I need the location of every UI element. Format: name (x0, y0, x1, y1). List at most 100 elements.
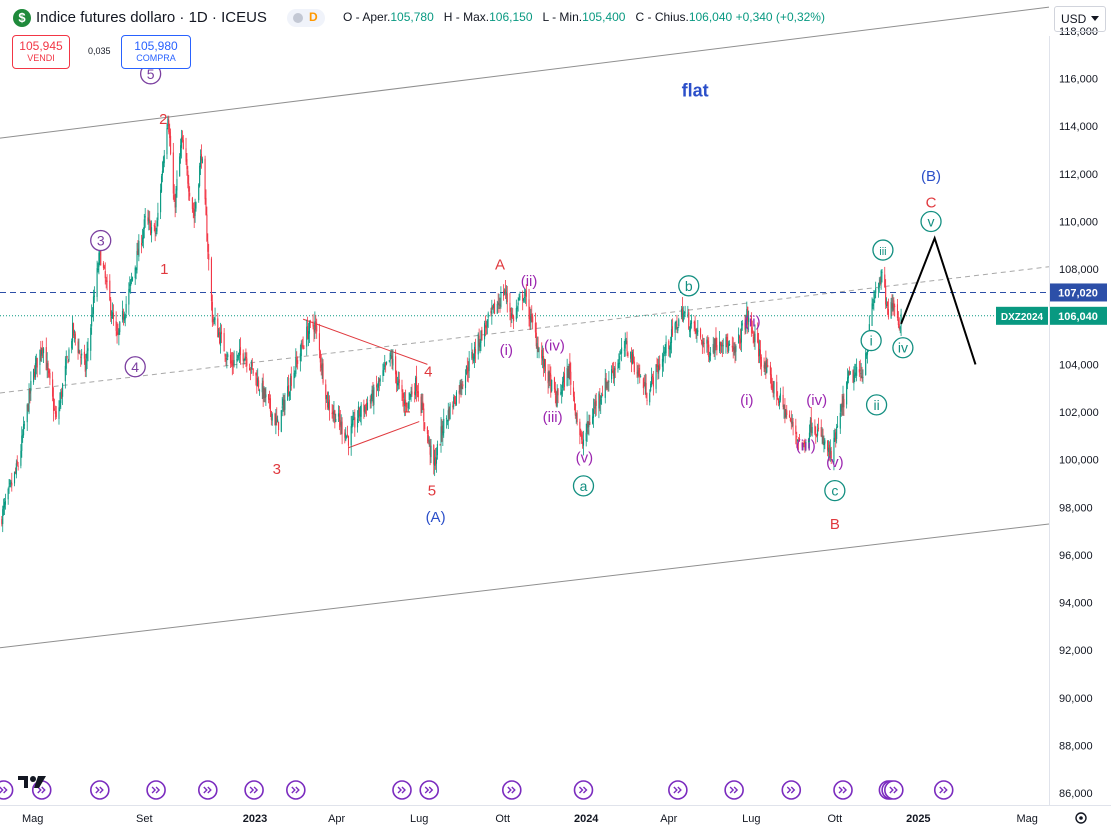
candle-body (339, 420, 341, 428)
candle-body (492, 305, 494, 308)
candle-body (243, 359, 245, 362)
price-tag-107020: 107,020 (1058, 287, 1098, 299)
candle-body (150, 227, 153, 234)
candle-body (741, 323, 743, 326)
event-marker-chevrons (838, 786, 848, 794)
symbol-title[interactable]: Indice futures dollaro · 1D · ICEUS (36, 9, 267, 26)
time-axis[interactable]: Mag Set 2023 Apr Lug Ott 2024 Apr Lug Ott 2025 Mag (22, 813, 1038, 825)
event-marker-icon[interactable] (90, 780, 110, 800)
time-tick-label: Apr (328, 813, 345, 825)
candle-body (472, 353, 474, 359)
buy-button[interactable]: 105,980 COMPRA (121, 35, 191, 69)
candle-body (855, 373, 857, 375)
candle-body (650, 376, 653, 386)
candle-body (633, 361, 635, 372)
time-tick-label: Apr (660, 813, 677, 825)
wave-label-circle (572, 475, 595, 497)
wave-label-text: (v) (826, 454, 844, 471)
candle-body (255, 372, 257, 376)
wave-label-text: i (870, 333, 873, 349)
event-marker-icon[interactable] (146, 780, 166, 800)
event-marker-icon[interactable] (392, 780, 412, 800)
candle-body (23, 424, 26, 426)
candle-body (562, 375, 565, 383)
status-pill[interactable]: D (287, 9, 325, 27)
candle-body (175, 188, 177, 208)
price-tick-label: 100,000 (1059, 455, 1099, 467)
event-marker-icon[interactable] (724, 780, 744, 800)
candle-body (474, 347, 476, 359)
event-markers[interactable] (0, 780, 954, 800)
candle-body (242, 353, 244, 361)
currency-select[interactable]: USD (1054, 6, 1106, 32)
candle-body (735, 346, 737, 352)
candle-body (149, 219, 151, 222)
sell-price: 105,945 (19, 39, 63, 53)
candle-body (23, 424, 25, 436)
candle-body (168, 120, 170, 133)
candle-body (611, 370, 614, 373)
candle-body (370, 398, 372, 404)
candle-body (696, 329, 698, 335)
candle-body (371, 389, 373, 400)
candle-body (79, 350, 81, 355)
candle-body (479, 342, 481, 348)
candle-body (269, 398, 271, 412)
candle-body (542, 356, 544, 361)
candle-body (642, 378, 644, 389)
candle-body (328, 399, 330, 411)
settings-gear-icon[interactable] (1075, 812, 1087, 824)
event-marker-icon[interactable] (933, 780, 954, 800)
candle-body (72, 323, 75, 336)
candle-body (739, 338, 742, 344)
candle-body (90, 327, 92, 351)
trend-channel-lines (0, 6, 1050, 649)
event-marker-icon[interactable] (501, 780, 522, 800)
event-marker-icon[interactable] (244, 780, 264, 800)
event-marker-icon[interactable] (668, 780, 688, 800)
wave-label: 4 (424, 364, 432, 381)
ohlc-readout: O - Aper.105,780 H - Max.106,150 L - Min… (343, 10, 825, 24)
event-marker-icon[interactable] (0, 780, 14, 800)
candle-body (309, 321, 311, 323)
candle-body (473, 356, 475, 362)
candle-body (13, 472, 16, 484)
candle-body (751, 327, 753, 334)
event-marker-icon[interactable] (884, 780, 904, 800)
candle-body (608, 381, 610, 383)
dollar-badge-icon: $ (13, 9, 31, 27)
candle-body (321, 364, 323, 371)
candle-body (783, 404, 785, 410)
sell-button[interactable]: 105,945 VENDI (12, 35, 70, 69)
candle-body (326, 395, 328, 399)
candle-body (308, 321, 310, 334)
candle-body (779, 393, 781, 401)
candle-body (391, 355, 393, 364)
candle-body (96, 268, 98, 297)
candle-body (885, 286, 887, 305)
tradingview-logo[interactable] (18, 776, 46, 788)
candle-body (268, 398, 271, 400)
candle-body (856, 366, 858, 376)
candle-body (477, 334, 479, 355)
candle-body (54, 411, 56, 414)
event-marker-icon[interactable] (286, 780, 306, 800)
candle-body (358, 407, 360, 416)
event-marker-icon[interactable] (198, 780, 218, 800)
candle-body (334, 410, 336, 424)
candle-body (829, 448, 831, 455)
event-marker-icon[interactable] (833, 780, 853, 800)
candle-body (138, 241, 140, 257)
candle-body (624, 338, 626, 349)
candle-body (14, 471, 16, 473)
event-marker-icon[interactable] (781, 780, 802, 800)
candle-body (383, 368, 385, 372)
candle-body (645, 382, 647, 398)
candle-body (47, 363, 49, 370)
event-marker-icon[interactable] (573, 780, 594, 800)
candle-body (137, 248, 139, 255)
candle-body (327, 401, 330, 409)
candle-body (128, 288, 130, 305)
event-marker-icon[interactable] (419, 780, 440, 800)
